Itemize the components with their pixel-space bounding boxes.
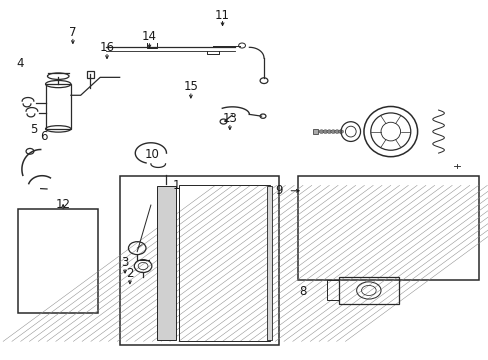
Bar	[298, 176, 478, 280]
Bar	[120, 176, 278, 345]
Bar	[86, 71, 94, 78]
Circle shape	[330, 130, 335, 134]
Circle shape	[338, 130, 343, 134]
Text: 3: 3	[121, 256, 128, 269]
Bar	[45, 84, 71, 129]
Bar	[312, 129, 317, 134]
Text: 2: 2	[126, 267, 133, 280]
Text: 11: 11	[215, 9, 229, 22]
Bar	[327, 280, 338, 301]
Circle shape	[326, 130, 331, 134]
Bar	[157, 186, 176, 340]
Text: 13: 13	[222, 112, 237, 125]
Bar	[338, 277, 398, 304]
Text: 9: 9	[274, 184, 282, 197]
Text: 5: 5	[30, 123, 38, 136]
Text: 1: 1	[172, 179, 180, 192]
Text: 15: 15	[183, 80, 198, 93]
Text: 7: 7	[69, 26, 77, 39]
Bar	[18, 209, 98, 313]
Circle shape	[319, 130, 324, 134]
Text: 8: 8	[299, 285, 306, 298]
Circle shape	[334, 130, 339, 134]
Text: 10: 10	[144, 148, 159, 161]
Circle shape	[323, 130, 327, 134]
Text: 14: 14	[142, 30, 157, 43]
Text: 4: 4	[17, 57, 24, 70]
Bar	[266, 186, 271, 340]
Text: 16: 16	[99, 41, 114, 54]
Text: 12: 12	[56, 198, 70, 211]
Text: 6: 6	[40, 130, 47, 143]
Bar	[178, 185, 270, 341]
